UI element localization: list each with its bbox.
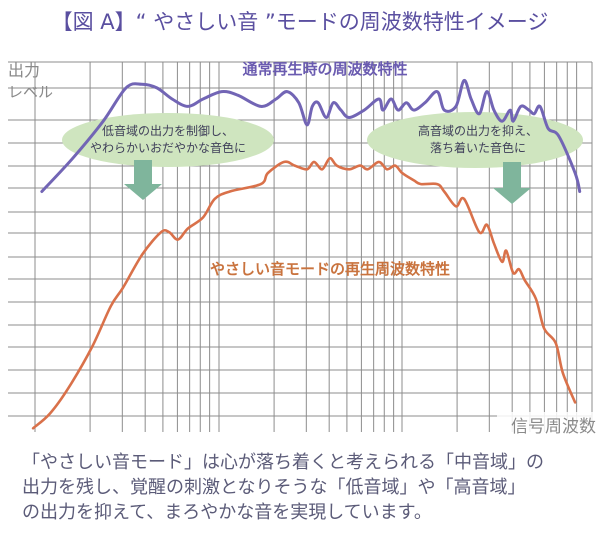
y-axis-label-line2: レベル — [8, 83, 53, 101]
arrow-down-icon — [124, 160, 162, 200]
arrow-down-icon — [493, 162, 531, 204]
series-label-gentle: やさしい音モードの再生周波数特性 — [210, 260, 450, 278]
series-label-normal: 通常再生時の周波数特性 — [242, 60, 407, 78]
annotation-high-line1: 高音域の出力を抑え、 — [418, 123, 538, 138]
annotation-low-line1: 低音域の出力を制御し、 — [102, 123, 234, 138]
y-axis-label-line1: 出力 — [8, 61, 40, 80]
annotation-high-line2: 落ち着いた音色に — [430, 140, 526, 155]
description-line: の出力を抑えて、まろやかな音を実現しています。 — [22, 502, 432, 523]
description: 「やさしい音モード」は心が落ち着くと考えられる「中音域」の 出力を残し、覚醒の刺… — [22, 450, 592, 525]
annotation-bubble-high — [367, 112, 583, 168]
series-line-gentle — [31, 156, 577, 430]
description-line: 出力を残し、覚醒の刺激となりそうな「低音域」や「高音域」 — [22, 477, 526, 498]
figure-title: 【図 A】“ やさしい音 ”モードの周波数特性イメージ — [51, 10, 549, 34]
description-line: 「やさしい音モード」は心が落ち着くと考えられる「中音域」の — [22, 452, 544, 473]
annotation-bubble-low — [62, 113, 274, 167]
series-line-normal — [40, 78, 582, 193]
x-axis-label: 信号周波数 — [511, 417, 596, 437]
frequency-response-chart: 低音域の出力を制御し、 やわらかいおだやかな音色に 高音域の出力を抑え、 落ち着… — [8, 60, 597, 438]
annotation-low-line2: やわらかいおだやかな音色に — [90, 140, 246, 155]
